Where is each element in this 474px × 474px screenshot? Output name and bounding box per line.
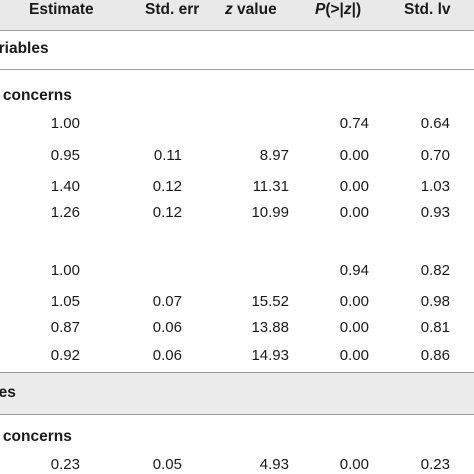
cell-estimate: 0.87 (50, 319, 80, 336)
cell-p-value: 0.74 (339, 115, 369, 132)
table-row: 0.23 0.05 4.93 0.00 0.23 (0, 450, 474, 474)
cell-p-value: 0.00 (339, 204, 369, 221)
cell-std-lv: 0.86 (420, 347, 450, 364)
cell-estimate: 0.92 (50, 347, 80, 364)
subsection-concerns-2: e concerns (0, 428, 72, 445)
table-row: 1.26 0.12 10.99 0.00 0.93 (0, 198, 474, 230)
cell-std-err: 0.07 (152, 293, 182, 310)
cell-estimate: 0.95 (50, 147, 80, 164)
cell-std-lv: 0.70 (420, 147, 450, 164)
section-variables: ariables (0, 40, 49, 57)
cell-p-value: 0.00 (339, 319, 369, 336)
cell-std-lv: 0.82 (420, 262, 450, 279)
table-row: 1.00 0.94 0.82 (0, 256, 474, 288)
section-rule (0, 414, 474, 415)
cell-p-value: 0.00 (339, 147, 369, 164)
header-z-value: z value (225, 1, 277, 19)
subsection-concerns-1: e concerns (0, 87, 72, 104)
cell-std-err: 0.12 (152, 178, 182, 195)
table-row: 0.95 0.11 8.97 0.00 0.70 (0, 141, 474, 173)
table-row: 1.40 0.12 11.31 0.00 1.03 (0, 172, 474, 204)
cell-z-value: 10.99 (251, 204, 289, 221)
cell-estimate: 1.26 (50, 204, 80, 221)
cell-std-lv: 0.64 (420, 115, 450, 132)
cell-std-lv: 0.93 (420, 204, 450, 221)
cell-p-value: 0.00 (339, 456, 369, 473)
section-band (0, 372, 474, 415)
header-p-value: P(>|z|) (315, 1, 361, 19)
section-rule (0, 69, 474, 70)
table-header: Estimate Std. err z value P(>|z|) Std. l… (0, 0, 474, 31)
header-p-close: |) (351, 1, 362, 18)
cell-std-err: 0.05 (152, 456, 182, 473)
cell-estimate: 1.00 (50, 115, 80, 132)
cell-z-value: 4.93 (259, 456, 289, 473)
table-row: 1.05 0.07 15.52 0.00 0.98 (0, 287, 474, 319)
cell-z-value: 8.97 (259, 147, 289, 164)
cell-std-lv: 0.98 (420, 293, 450, 310)
cell-p-value: 0.00 (339, 347, 369, 364)
cell-std-lv: 1.03 (420, 178, 450, 195)
cell-z-value: 14.93 (251, 347, 289, 364)
header-p-open: (>| (325, 1, 344, 18)
cell-std-err: 0.12 (152, 204, 182, 221)
cell-std-err: 0.11 (153, 147, 182, 164)
header-z-rest: value (232, 1, 277, 18)
table-row: 0.92 0.06 14.93 0.00 0.86 (0, 341, 474, 373)
cell-p-value: 0.00 (339, 178, 369, 195)
header-p-prefix: P (315, 1, 326, 18)
cell-z-value: 13.88 (251, 319, 289, 336)
header-std-err: Std. err (145, 1, 200, 18)
cell-std-lv: 0.23 (420, 456, 450, 473)
table-row: 1.00 0.74 0.64 (0, 109, 474, 141)
cell-p-value: 0.94 (339, 262, 369, 279)
cell-z-value: 15.52 (251, 293, 289, 310)
section-rule (0, 372, 474, 373)
cell-estimate: 1.00 (50, 262, 80, 279)
cell-estimate: 0.23 (50, 456, 80, 473)
header-estimate: Estimate (29, 1, 94, 18)
cell-std-err: 0.06 (152, 347, 182, 364)
cell-std-err: 0.06 (152, 319, 182, 336)
cell-std-lv: 0.81 (420, 319, 450, 336)
cell-z-value: 11.31 (252, 178, 289, 195)
header-p-z: z (343, 1, 352, 18)
cell-p-value: 0.00 (339, 293, 369, 310)
section-ces: ces (0, 384, 16, 401)
header-z-italic: z (225, 1, 233, 18)
cell-estimate: 1.40 (50, 178, 80, 195)
cell-estimate: 1.05 (50, 293, 80, 310)
table-row: 0.87 0.06 13.88 0.00 0.81 (0, 313, 474, 345)
header-std-lv: Std. lv (404, 1, 451, 18)
